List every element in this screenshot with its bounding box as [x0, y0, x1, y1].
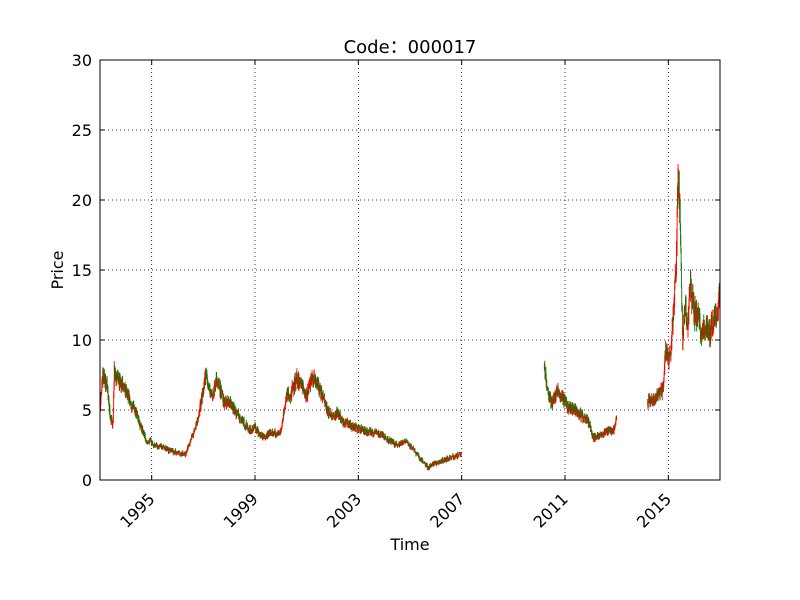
y-tick-label: 10	[72, 331, 92, 350]
y-axis-label: Price	[48, 250, 67, 289]
x-axis-label: Time	[389, 535, 429, 554]
y-tick-label: 15	[72, 261, 92, 280]
y-tick-label: 25	[72, 121, 92, 140]
y-tick-label: 30	[72, 51, 92, 70]
y-tick-label: 5	[82, 401, 92, 420]
marks-layer	[99, 164, 721, 471]
y-tick-label: 0	[82, 471, 92, 490]
grid-layer	[100, 60, 720, 480]
y-tick-label: 20	[72, 191, 92, 210]
chart-title: Code：000017	[344, 37, 477, 58]
